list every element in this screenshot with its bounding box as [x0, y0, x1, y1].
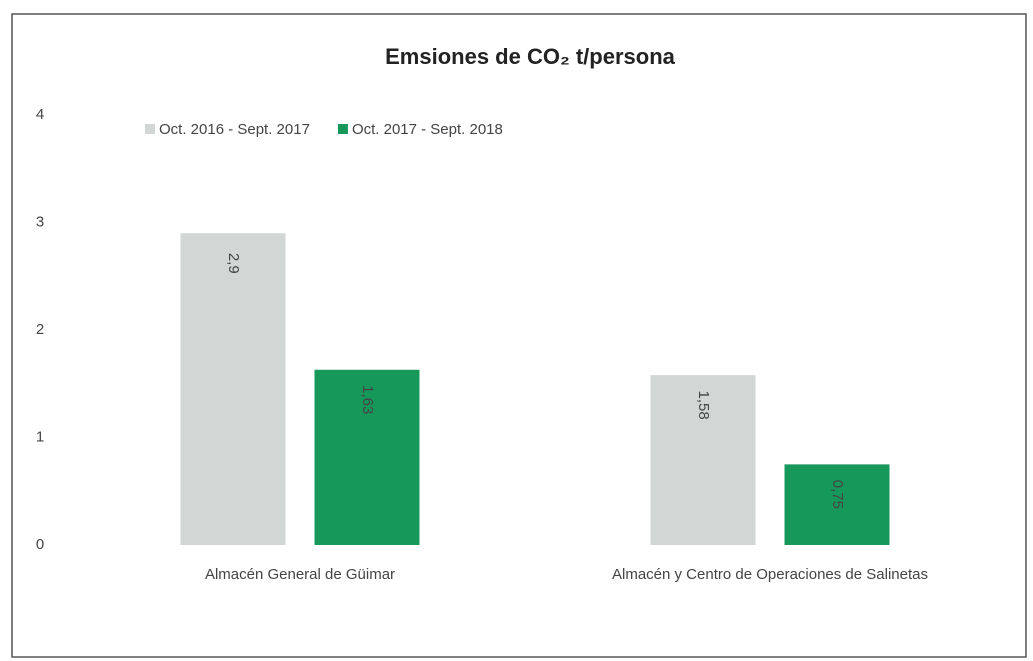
y-tick-label: 2	[36, 321, 44, 338]
y-tick-label: 3	[36, 213, 44, 230]
legend-swatch	[145, 124, 155, 134]
legend-label: Oct. 2017 - Sept. 2018	[352, 121, 503, 138]
y-tick-label: 1	[36, 428, 44, 445]
x-tick-label: Almacén General de Güimar	[205, 566, 395, 583]
data-label: 1,63	[359, 385, 376, 414]
data-label: 2,9	[225, 253, 242, 274]
chart-title: Emsiones de CO₂ t/persona	[385, 44, 676, 69]
data-label: 0,75	[829, 480, 846, 509]
y-tick-label: 4	[36, 106, 44, 123]
x-tick-label: Almacén y Centro de Operaciones de Salin…	[612, 566, 928, 583]
chart-frame	[11, 13, 1027, 658]
legend-swatch	[337, 124, 348, 134]
data-label: 1,58	[695, 391, 712, 420]
bar	[180, 233, 286, 545]
legend-label: Oct. 2016 - Sept. 2017	[159, 121, 310, 138]
y-tick-label: 0	[36, 536, 44, 553]
bar	[650, 375, 756, 545]
bar	[784, 464, 890, 545]
bar	[314, 369, 420, 545]
